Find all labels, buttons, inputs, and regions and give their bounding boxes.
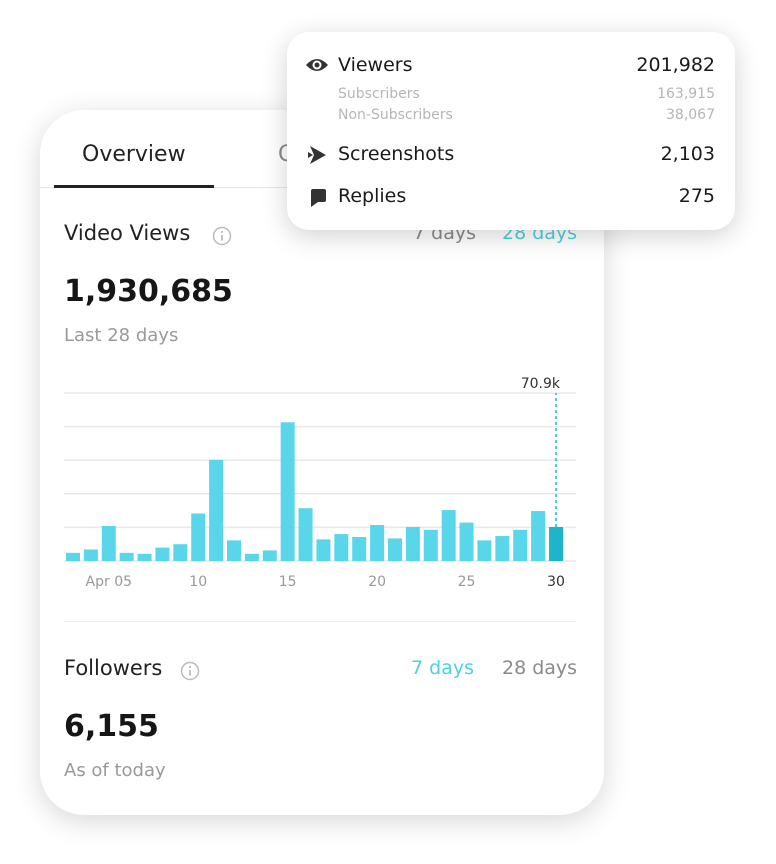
tab-underline bbox=[54, 185, 214, 188]
bar bbox=[101, 525, 116, 561]
x-tick-label: 15 bbox=[279, 574, 297, 590]
bar bbox=[513, 529, 528, 561]
bar bbox=[441, 510, 456, 561]
info-icon[interactable] bbox=[212, 226, 232, 246]
x-tick-label: Apr 05 bbox=[86, 574, 132, 590]
range-option[interactable]: 28 days bbox=[502, 657, 578, 679]
bar bbox=[244, 553, 259, 561]
stat-value: 163,915 bbox=[657, 86, 715, 102]
bar bbox=[173, 544, 188, 561]
bar bbox=[352, 537, 367, 561]
x-tick-label: 20 bbox=[368, 574, 386, 590]
x-tick-label: 10 bbox=[189, 574, 207, 590]
bar bbox=[334, 534, 349, 561]
stat-value: 2,103 bbox=[660, 143, 715, 165]
reply-icon bbox=[311, 189, 326, 207]
x-tick-label: 30 bbox=[547, 574, 565, 590]
stat-label: Non-Subscribers bbox=[338, 107, 453, 123]
bar bbox=[66, 552, 80, 561]
divider bbox=[64, 621, 576, 622]
section-title: Followers bbox=[64, 656, 163, 680]
stat-value: 38,067 bbox=[666, 107, 715, 123]
chart: Apr 05 10 15 20 25 30 70.9k bbox=[64, 376, 576, 590]
total: 6,155 bbox=[64, 709, 159, 744]
popup: Viewers 201,982 Subscribers 163,915 Non-… bbox=[287, 32, 735, 230]
range-option[interactable]: 7 days bbox=[411, 657, 474, 679]
tab[interactable]: Overview bbox=[82, 142, 186, 167]
bar bbox=[209, 459, 224, 561]
section-title: Video Views bbox=[64, 221, 191, 245]
bar bbox=[459, 522, 474, 561]
bar bbox=[388, 538, 402, 561]
bar bbox=[227, 540, 241, 561]
x-tick-label: 25 bbox=[458, 574, 476, 590]
bar bbox=[155, 547, 170, 561]
bar bbox=[405, 526, 420, 561]
subtitle: As of today bbox=[64, 760, 166, 781]
bar bbox=[83, 549, 98, 561]
bar bbox=[549, 526, 563, 561]
stat-value: 201,982 bbox=[636, 54, 715, 76]
bar bbox=[370, 525, 385, 561]
stat-label: Screenshots bbox=[338, 143, 455, 165]
stat-label: Replies bbox=[338, 185, 407, 207]
bar bbox=[119, 552, 134, 561]
stat-value: 275 bbox=[678, 185, 715, 207]
screenshot-icon bbox=[308, 146, 326, 164]
bar bbox=[262, 550, 277, 561]
stat-label: Viewers bbox=[338, 54, 413, 76]
stat-label: Subscribers bbox=[338, 86, 420, 102]
info-icon[interactable] bbox=[180, 661, 200, 681]
bar bbox=[137, 553, 152, 561]
bar bbox=[495, 536, 510, 561]
bar bbox=[531, 511, 546, 561]
bar bbox=[298, 508, 313, 561]
bar bbox=[477, 540, 492, 561]
eye-icon bbox=[306, 59, 328, 71]
bar bbox=[280, 422, 295, 561]
total: 1,930,685 bbox=[64, 274, 233, 309]
bar bbox=[191, 513, 206, 561]
bar bbox=[316, 539, 331, 561]
subtitle: Last 28 days bbox=[64, 325, 179, 346]
bar bbox=[423, 529, 438, 561]
value-label: 70.9k bbox=[521, 376, 561, 392]
